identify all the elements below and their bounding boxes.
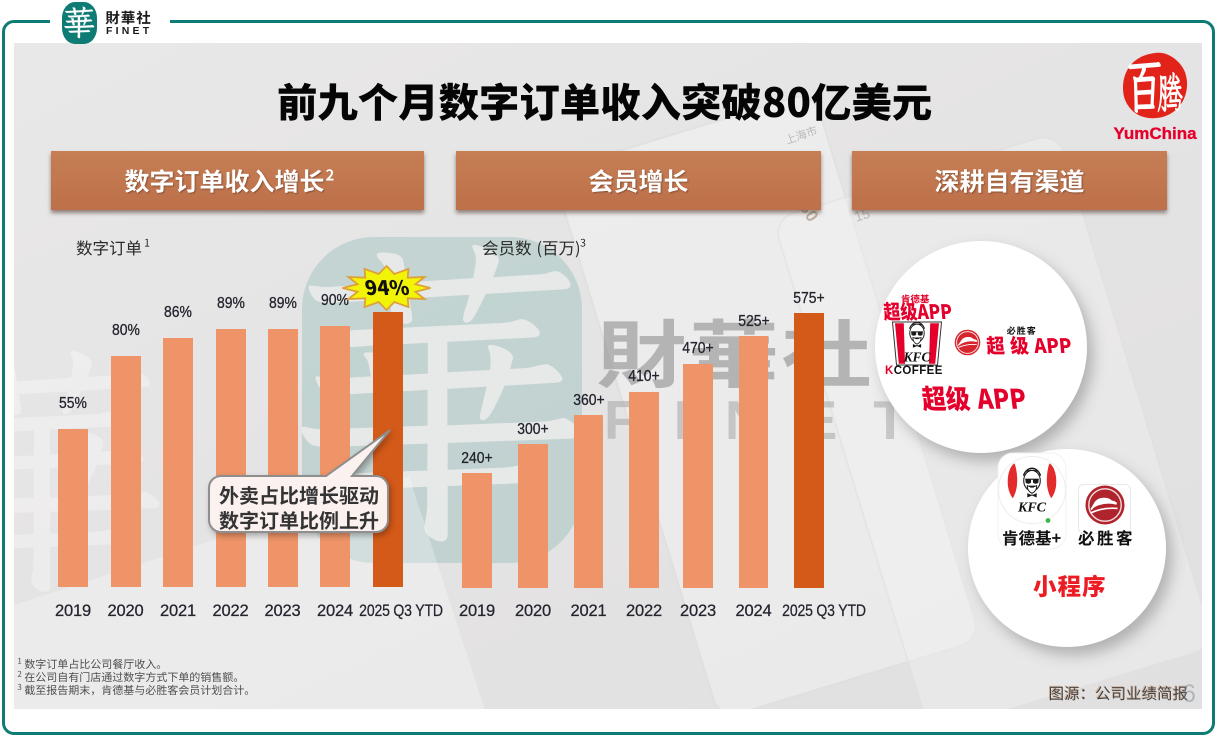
svg-text:KFC: KFC	[902, 350, 931, 365]
svg-text:KFC: KFC	[1017, 501, 1047, 516]
